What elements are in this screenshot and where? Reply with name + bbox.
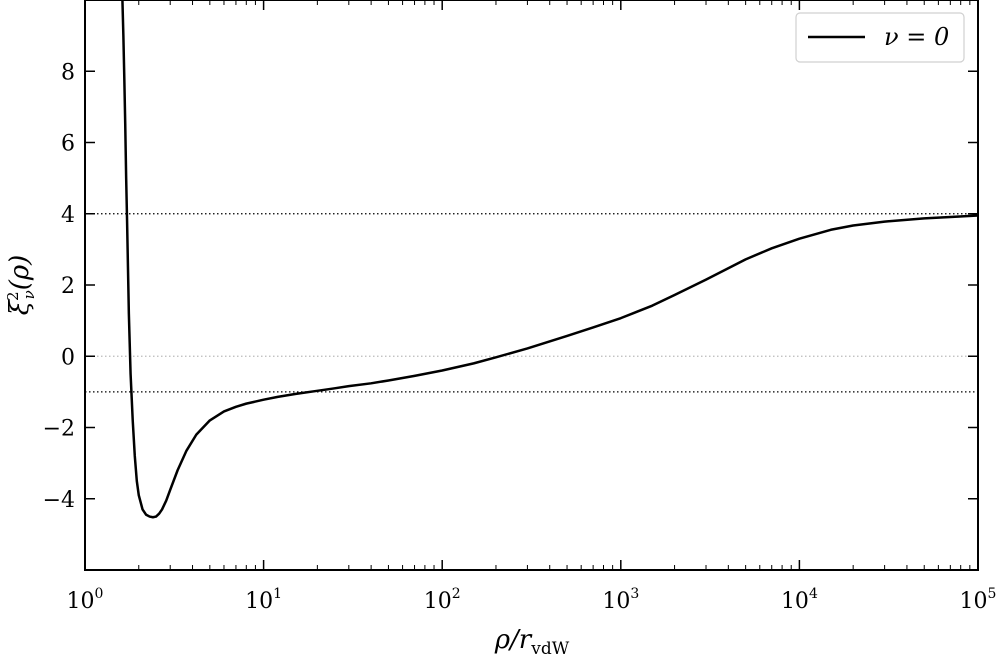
series-layer [121, 0, 978, 519]
y-tick-label: −2 [43, 417, 75, 442]
x-tick-label: 105 [960, 586, 997, 614]
series-line [121, 0, 978, 519]
y-axis-title-arg: (ρ) [5, 255, 35, 291]
y-axis-title-main: ξ [5, 299, 35, 315]
x-tick-label: 102 [424, 586, 461, 614]
legend: ν = 0 [795, 12, 965, 63]
y-tick-label: 6 [61, 132, 75, 157]
x-axis-title-main: ρ/r [494, 625, 533, 655]
y-tick-label: 8 [61, 60, 75, 85]
tick-labels: 100 101 102 103 104 105 −4 −2 0 2 4 6 8 [43, 60, 997, 614]
y-tick-label: 2 [61, 274, 75, 299]
axis-ticks [84, 0, 979, 570]
y-axis-title-sup: 2 [4, 291, 22, 301]
x-tick-label: 100 [67, 586, 104, 614]
x-tick-label: 104 [781, 586, 818, 614]
x-tick-label: 103 [602, 586, 639, 614]
plot-frame [84, 0, 979, 571]
y-axis-title-sub: ν [20, 290, 38, 299]
x-axis-title: ρ/rvdW [494, 625, 570, 659]
reference-lines [85, 213, 978, 393]
y-axis-title: ξ2ν(ρ) [4, 255, 38, 316]
x-tick-label: 101 [245, 586, 282, 614]
y-tick-label: −4 [43, 488, 75, 513]
x-axis-title-sub: vdW [530, 639, 569, 659]
y-tick-label: 0 [61, 345, 75, 370]
legend-box [795, 12, 965, 63]
y-tick-label: 4 [61, 203, 75, 228]
legend-label: ν = 0 [884, 23, 949, 51]
